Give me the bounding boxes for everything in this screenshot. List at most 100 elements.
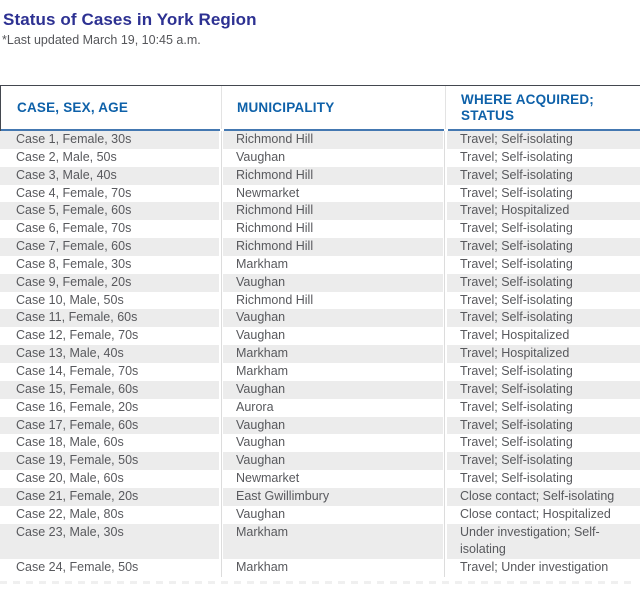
column-header-where-acquired-status: WHERE ACQUIRED; STATUS (448, 86, 640, 131)
cell-status: Close contact; Hospitalized (447, 505, 640, 524)
table-row: Case 8, Female, 30s Markham Travel; Self… (0, 255, 640, 274)
cell-case: Case 19, Female, 50s (0, 452, 219, 471)
cell-status: Travel; Self-isolating (447, 398, 640, 417)
cell-municipality: Richmond Hill (223, 131, 443, 149)
cell-municipality: Richmond Hill (223, 238, 443, 256)
cell-status: Travel; Self-isolating (447, 434, 640, 453)
cell-case: Case 15, Female, 60s (0, 380, 219, 399)
cell-case: Case 21, Female, 20s (0, 487, 219, 506)
cell-status: Travel; Self-isolating (447, 255, 640, 274)
table-row: Case 15, Female, 60s Vaughan Travel; Sel… (0, 380, 640, 399)
table-row: Case 7, Female, 60s Richmond Hill Travel… (0, 238, 640, 256)
cell-case: Case 5, Female, 60s (0, 202, 219, 221)
cell-case: Case 18, Male, 60s (0, 434, 219, 453)
cell-municipality: Vaughan (223, 327, 443, 346)
cell-municipality: Vaughan (223, 273, 443, 292)
cell-status: Close contact; Self-isolating (447, 487, 640, 506)
cell-municipality: Richmond Hill (223, 291, 443, 310)
cell-status: Travel; Self-isolating (447, 380, 640, 399)
cell-case: Case 6, Female, 70s (0, 220, 219, 239)
cell-status: Travel; Self-isolating (447, 184, 640, 203)
column-header-case-sex-age: CASE, SEX, AGE (1, 86, 220, 131)
cell-status: Travel; Self-isolating (447, 273, 640, 292)
table-row: Case 1, Female, 30s Richmond Hill Travel… (0, 131, 640, 149)
cell-municipality: East Gwillimbury (223, 487, 443, 506)
table-row: Case 5, Female, 60s Richmond Hill Travel… (0, 202, 640, 221)
cell-status: Travel; Self-isolating (447, 166, 640, 185)
table-body: Case 1, Female, 30s Richmond Hill Travel… (0, 131, 640, 578)
cases-table: CASE, SEX, AGE MUNICIPALITY WHERE ACQUIR… (0, 85, 640, 578)
table-row: Case 9, Female, 20s Vaughan Travel; Self… (0, 273, 640, 292)
table-row: Case 17, Female, 60s Vaughan Travel; Sel… (0, 416, 640, 435)
table-row: Case 3, Male, 40s Richmond Hill Travel; … (0, 166, 640, 185)
cell-municipality: Markham (223, 523, 443, 560)
cell-municipality: Vaughan (223, 452, 443, 471)
table-row: Case 2, Male, 50s Vaughan Travel; Self-i… (0, 148, 640, 167)
cell-status: Travel; Self-isolating (447, 238, 640, 256)
last-updated-note: *Last updated March 19, 10:45 a.m. (2, 33, 201, 47)
cell-municipality: Markham (223, 255, 443, 274)
cell-status: Travel; Hospitalized (447, 202, 640, 221)
cutoff-content-hint (0, 581, 632, 585)
table-header-row: CASE, SEX, AGE MUNICIPALITY WHERE ACQUIR… (0, 85, 640, 131)
table-row: Case 16, Female, 20s Aurora Travel; Self… (0, 398, 640, 417)
cell-case: Case 3, Male, 40s (0, 166, 219, 185)
cell-status: Under investigation; Self-isolating (447, 523, 640, 560)
cell-status: Travel; Self-isolating (447, 220, 640, 239)
cell-case: Case 8, Female, 30s (0, 255, 219, 274)
cell-case: Case 23, Male, 30s (0, 523, 219, 560)
cell-case: Case 7, Female, 60s (0, 238, 219, 256)
table-row: Case 20, Male, 60s Newmarket Travel; Sel… (0, 470, 640, 488)
cell-municipality: Vaughan (223, 380, 443, 399)
cell-case: Case 17, Female, 60s (0, 416, 219, 435)
cell-case: Case 11, Female, 60s (0, 309, 219, 328)
table-row: Case 6, Female, 70s Richmond Hill Travel… (0, 220, 640, 239)
cell-status: Travel; Self-isolating (447, 362, 640, 381)
cell-municipality: Markham (223, 559, 443, 578)
table-row: Case 24, Female, 50s Markham Travel; Und… (0, 559, 640, 578)
cell-municipality: Vaughan (223, 416, 443, 435)
cell-municipality: Aurora (223, 398, 443, 417)
cell-case: Case 2, Male, 50s (0, 148, 219, 167)
cell-municipality: Newmarket (223, 470, 443, 488)
cell-case: Case 4, Female, 70s (0, 184, 219, 203)
cell-municipality: Markham (223, 362, 443, 381)
cell-municipality: Richmond Hill (223, 202, 443, 221)
cell-municipality: Newmarket (223, 184, 443, 203)
cell-municipality: Markham (223, 345, 443, 363)
cell-municipality: Vaughan (223, 434, 443, 453)
table-row: Case 14, Female, 70s Markham Travel; Sel… (0, 362, 640, 381)
cell-status: Travel; Hospitalized (447, 345, 640, 363)
table-row: Case 21, Female, 20s East Gwillimbury Cl… (0, 487, 640, 506)
cell-municipality: Richmond Hill (223, 166, 443, 185)
cell-municipality: Vaughan (223, 505, 443, 524)
cell-status: Travel; Hospitalized (447, 327, 640, 346)
cell-status: Travel; Self-isolating (447, 470, 640, 488)
cell-status: Travel; Under investigation (447, 559, 640, 578)
cell-case: Case 16, Female, 20s (0, 398, 219, 417)
page-title: Status of Cases in York Region (3, 10, 257, 29)
table-row: Case 12, Female, 70s Vaughan Travel; Hos… (0, 327, 640, 346)
cell-status: Travel; Self-isolating (447, 416, 640, 435)
cell-case: Case 12, Female, 70s (0, 327, 219, 346)
cell-case: Case 10, Male, 50s (0, 291, 219, 310)
table-row: Case 13, Male, 40s Markham Travel; Hospi… (0, 345, 640, 363)
table-row: Case 4, Female, 70s Newmarket Travel; Se… (0, 184, 640, 203)
cell-case: Case 13, Male, 40s (0, 345, 219, 363)
table-row: Case 18, Male, 60s Vaughan Travel; Self-… (0, 434, 640, 453)
cell-status: Travel; Self-isolating (447, 309, 640, 328)
column-header-municipality: MUNICIPALITY (224, 86, 444, 131)
cell-municipality: Vaughan (223, 309, 443, 328)
table-row: Case 11, Female, 60s Vaughan Travel; Sel… (0, 309, 640, 328)
cell-status: Travel; Self-isolating (447, 452, 640, 471)
cell-status: Travel; Self-isolating (447, 291, 640, 310)
table-row: Case 19, Female, 50s Vaughan Travel; Sel… (0, 452, 640, 471)
cell-case: Case 9, Female, 20s (0, 273, 219, 292)
table-row: Case 23, Male, 30s Markham Under investi… (0, 523, 640, 560)
table-row: Case 10, Male, 50s Richmond Hill Travel;… (0, 291, 640, 310)
cell-case: Case 24, Female, 50s (0, 559, 219, 578)
cell-case: Case 1, Female, 30s (0, 131, 219, 149)
cell-status: Travel; Self-isolating (447, 131, 640, 149)
cell-municipality: Richmond Hill (223, 220, 443, 239)
table-row: Case 22, Male, 80s Vaughan Close contact… (0, 505, 640, 524)
